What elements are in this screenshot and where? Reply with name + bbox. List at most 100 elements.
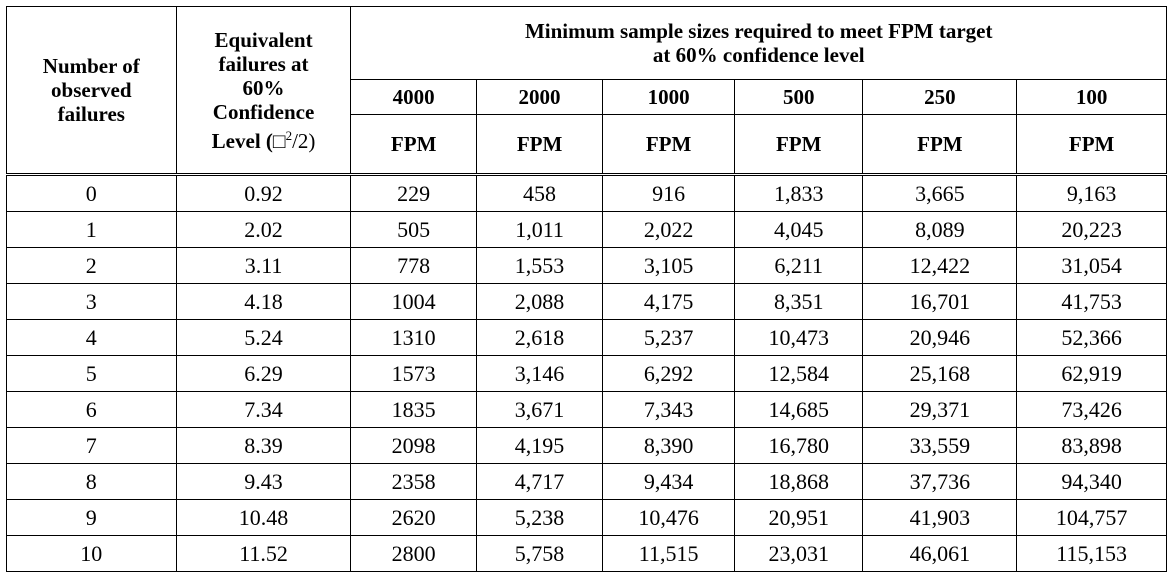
header-target-fpm: 250 — [862, 79, 1018, 115]
cell-equivalent-failures: 11.52 — [175, 535, 352, 572]
header-line: Number of — [42, 54, 140, 78]
header-observed-failures: Number of observed failures — [6, 6, 177, 175]
header-unit-fpm: FPM — [475, 114, 604, 175]
cell-sample-size: 83,898 — [1016, 427, 1167, 464]
cell-sample-size: 104,757 — [1016, 499, 1167, 536]
header-unit-fpm: FPM — [350, 114, 477, 175]
cell-observed-failures: 3 — [6, 283, 177, 320]
cell-sample-size: 3,146 — [475, 355, 604, 392]
cell-sample-size: 8,351 — [733, 283, 864, 320]
cell-sample-size: 62,919 — [1016, 355, 1167, 392]
header-line: Level ( — [211, 128, 273, 153]
cell-equivalent-failures: 6.29 — [175, 355, 352, 392]
cell-sample-size: 916 — [602, 174, 735, 212]
cell-sample-size: 2358 — [350, 463, 477, 500]
chi-square-symbol: □ — [272, 128, 286, 153]
cell-sample-size: 1835 — [350, 391, 477, 428]
cell-equivalent-failures: 9.43 — [175, 463, 352, 500]
header-target-fpm: 2000 — [475, 79, 604, 115]
cell-sample-size: 8,089 — [862, 211, 1018, 248]
cell-sample-size: 12,422 — [862, 247, 1018, 284]
table-row: 5 6.29 1573 3,146 6,292 12,584 25,168 62,919 — [6, 355, 1167, 392]
table-row: 9 10.48 2620 5,238 10,476 20,951 41,903 104,757 — [6, 499, 1167, 536]
header-unit-fpm: FPM — [862, 114, 1018, 175]
cell-observed-failures: 2 — [6, 247, 177, 284]
cell-sample-size: 1,553 — [475, 247, 604, 284]
cell-sample-size: 4,717 — [475, 463, 604, 500]
cell-sample-size: 2800 — [350, 535, 477, 572]
cell-sample-size: 2,618 — [475, 319, 604, 356]
cell-sample-size: 1004 — [350, 283, 477, 320]
header-unit-fpm: FPM — [733, 114, 864, 175]
cell-sample-size: 5,237 — [602, 319, 735, 356]
cell-sample-size: 1573 — [350, 355, 477, 392]
cell-sample-size: 33,559 — [862, 427, 1018, 464]
cell-sample-size: 1,833 — [733, 174, 864, 212]
cell-sample-size: 73,426 — [1016, 391, 1167, 428]
cell-sample-size: 3,665 — [862, 174, 1018, 212]
superscript-two: 2 — [285, 127, 293, 143]
sample-size-table-wrapper: Number of observed failures Equivalent f… — [6, 6, 1167, 572]
cell-sample-size: 2,088 — [475, 283, 604, 320]
cell-sample-size: 4,045 — [733, 211, 864, 248]
table-row: 1 2.02 505 1,011 2,022 4,045 8,089 20,223 — [6, 211, 1167, 248]
cell-sample-size: 20,946 — [862, 319, 1018, 356]
table-row: 8 9.43 2358 4,717 9,434 18,868 37,736 94,340 — [6, 463, 1167, 500]
cell-equivalent-failures: 2.02 — [175, 211, 352, 248]
header-line: Minimum sample sizes required to meet FP… — [524, 19, 993, 43]
cell-sample-size: 2098 — [350, 427, 477, 464]
cell-sample-size: 41,753 — [1016, 283, 1167, 320]
cell-equivalent-failures: 0.92 — [175, 174, 352, 212]
cell-observed-failures: 1 — [6, 211, 177, 248]
cell-sample-size: 505 — [350, 211, 477, 248]
cell-observed-failures: 10 — [6, 535, 177, 572]
cell-sample-size: 9,163 — [1016, 174, 1167, 212]
header-target-fpm: 100 — [1016, 79, 1167, 115]
cell-sample-size: 10,476 — [602, 499, 735, 536]
cell-sample-size: 12,584 — [733, 355, 864, 392]
table-row: 7 8.39 2098 4,195 8,390 16,780 33,559 83,898 — [6, 427, 1167, 464]
cell-sample-size: 5,238 — [475, 499, 604, 536]
cell-sample-size: 3,671 — [475, 391, 604, 428]
cell-sample-size: 31,054 — [1016, 247, 1167, 284]
cell-sample-size: 94,340 — [1016, 463, 1167, 500]
table-row: 10 11.52 2800 5,758 11,515 23,031 46,061 115,15… — [6, 535, 1167, 572]
header-line: failures — [57, 102, 125, 126]
cell-equivalent-failures: 7.34 — [175, 391, 352, 428]
cell-sample-size: 6,292 — [602, 355, 735, 392]
cell-equivalent-failures: 5.24 — [175, 319, 352, 356]
table-row: 3 4.18 1004 2,088 4,175 8,351 16,701 41,753 — [6, 283, 1167, 320]
table-row: 2 3.11 778 1,553 3,105 6,211 12,422 31,054 — [6, 247, 1167, 284]
cell-observed-failures: 8 — [6, 463, 177, 500]
cell-sample-size: 16,780 — [733, 427, 864, 464]
table-row: 0 0.92 229 458 916 1,833 3,665 9,163 — [6, 174, 1167, 212]
cell-sample-size: 458 — [475, 174, 604, 212]
cell-sample-size: 4,195 — [475, 427, 604, 464]
cell-sample-size: 23,031 — [733, 535, 864, 572]
header-line: observed — [51, 78, 132, 102]
cell-sample-size: 778 — [350, 247, 477, 284]
cell-sample-size: 29,371 — [862, 391, 1018, 428]
header-target-fpm: 500 — [733, 79, 864, 115]
cell-sample-size: 2,022 — [602, 211, 735, 248]
cell-equivalent-failures: 3.11 — [175, 247, 352, 284]
cell-sample-size: 14,685 — [733, 391, 864, 428]
sample-size-table: Number of observed failures Equivalent f… — [6, 6, 1167, 572]
cell-observed-failures: 6 — [6, 391, 177, 428]
cell-sample-size: 7,343 — [602, 391, 735, 428]
header-target-fpm: 4000 — [350, 79, 477, 115]
cell-sample-size: 1,011 — [475, 211, 604, 248]
cell-sample-size: 9,434 — [602, 463, 735, 500]
table-body: 0 0.92 229 458 916 1,833 3,665 9,163 1 2.02 505 1,0… — [6, 174, 1167, 572]
cell-equivalent-failures: 4.18 — [175, 283, 352, 320]
cell-observed-failures: 7 — [6, 427, 177, 464]
cell-sample-size: 46,061 — [862, 535, 1018, 572]
cell-equivalent-failures: 10.48 — [175, 499, 352, 536]
header-line: Equivalent — [214, 27, 313, 52]
header-line: 60% — [242, 75, 285, 100]
cell-sample-size: 37,736 — [862, 463, 1018, 500]
cell-sample-size: 18,868 — [733, 463, 864, 500]
header-unit-fpm: FPM — [1016, 114, 1167, 175]
cell-sample-size: 1310 — [350, 319, 477, 356]
cell-sample-size: 41,903 — [862, 499, 1018, 536]
